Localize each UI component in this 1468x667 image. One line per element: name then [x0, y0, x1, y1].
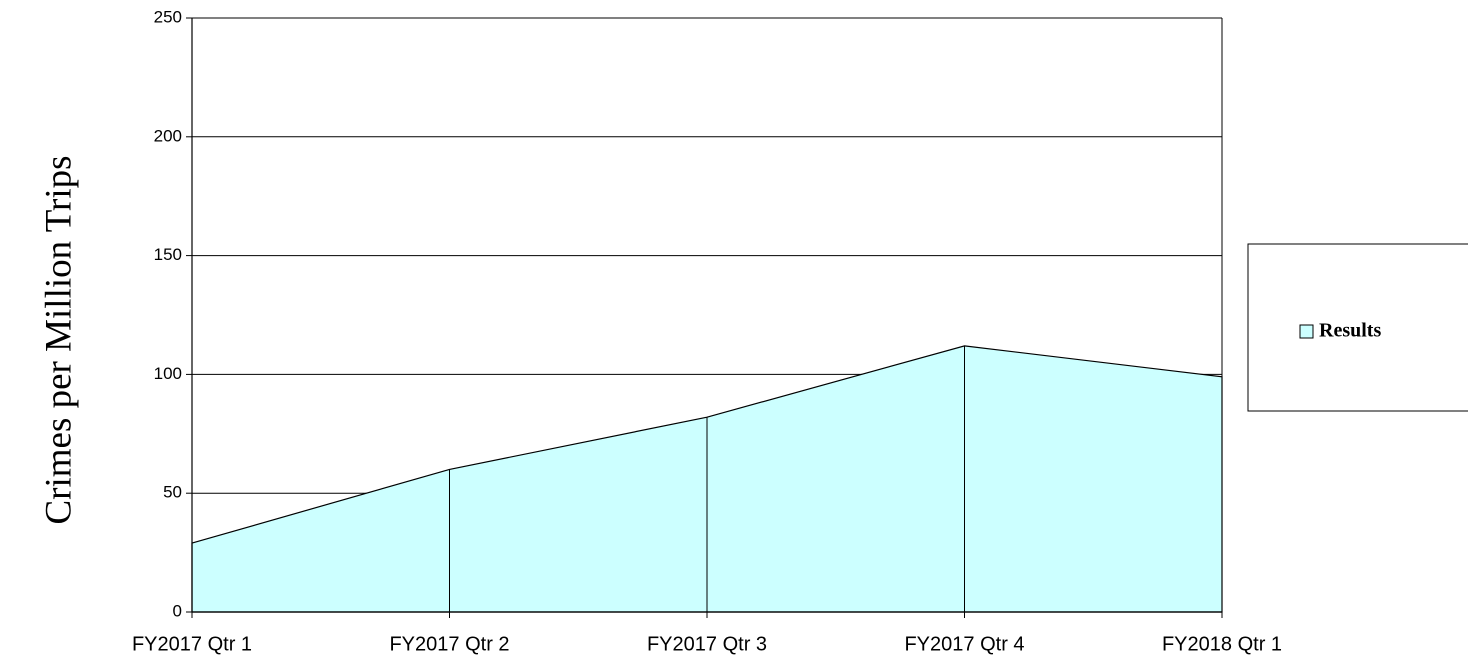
y-tick-label: 200 — [154, 126, 182, 145]
y-tick-label: 0 — [173, 601, 182, 620]
y-axis-label: Crimes per Million Trips — [38, 155, 79, 524]
legend-box — [1247, 243, 1468, 412]
x-tick-label: FY2017 Qtr 2 — [389, 633, 509, 655]
y-tick-label: 100 — [154, 364, 182, 383]
x-tick-label: FY2017 Qtr 4 — [904, 633, 1024, 655]
y-tick-label: 250 — [154, 7, 182, 26]
legend-swatch — [1299, 324, 1314, 339]
x-tick-label: FY2017 Qtr 3 — [647, 633, 767, 655]
y-tick-label: 50 — [163, 483, 182, 502]
legend-label: Results — [1319, 320, 1381, 342]
x-tick-label: FY2018 Qtr 1 — [1162, 633, 1282, 655]
y-tick-label: 150 — [154, 245, 182, 264]
x-tick-label: FY2017 Qtr 1 — [132, 633, 252, 655]
